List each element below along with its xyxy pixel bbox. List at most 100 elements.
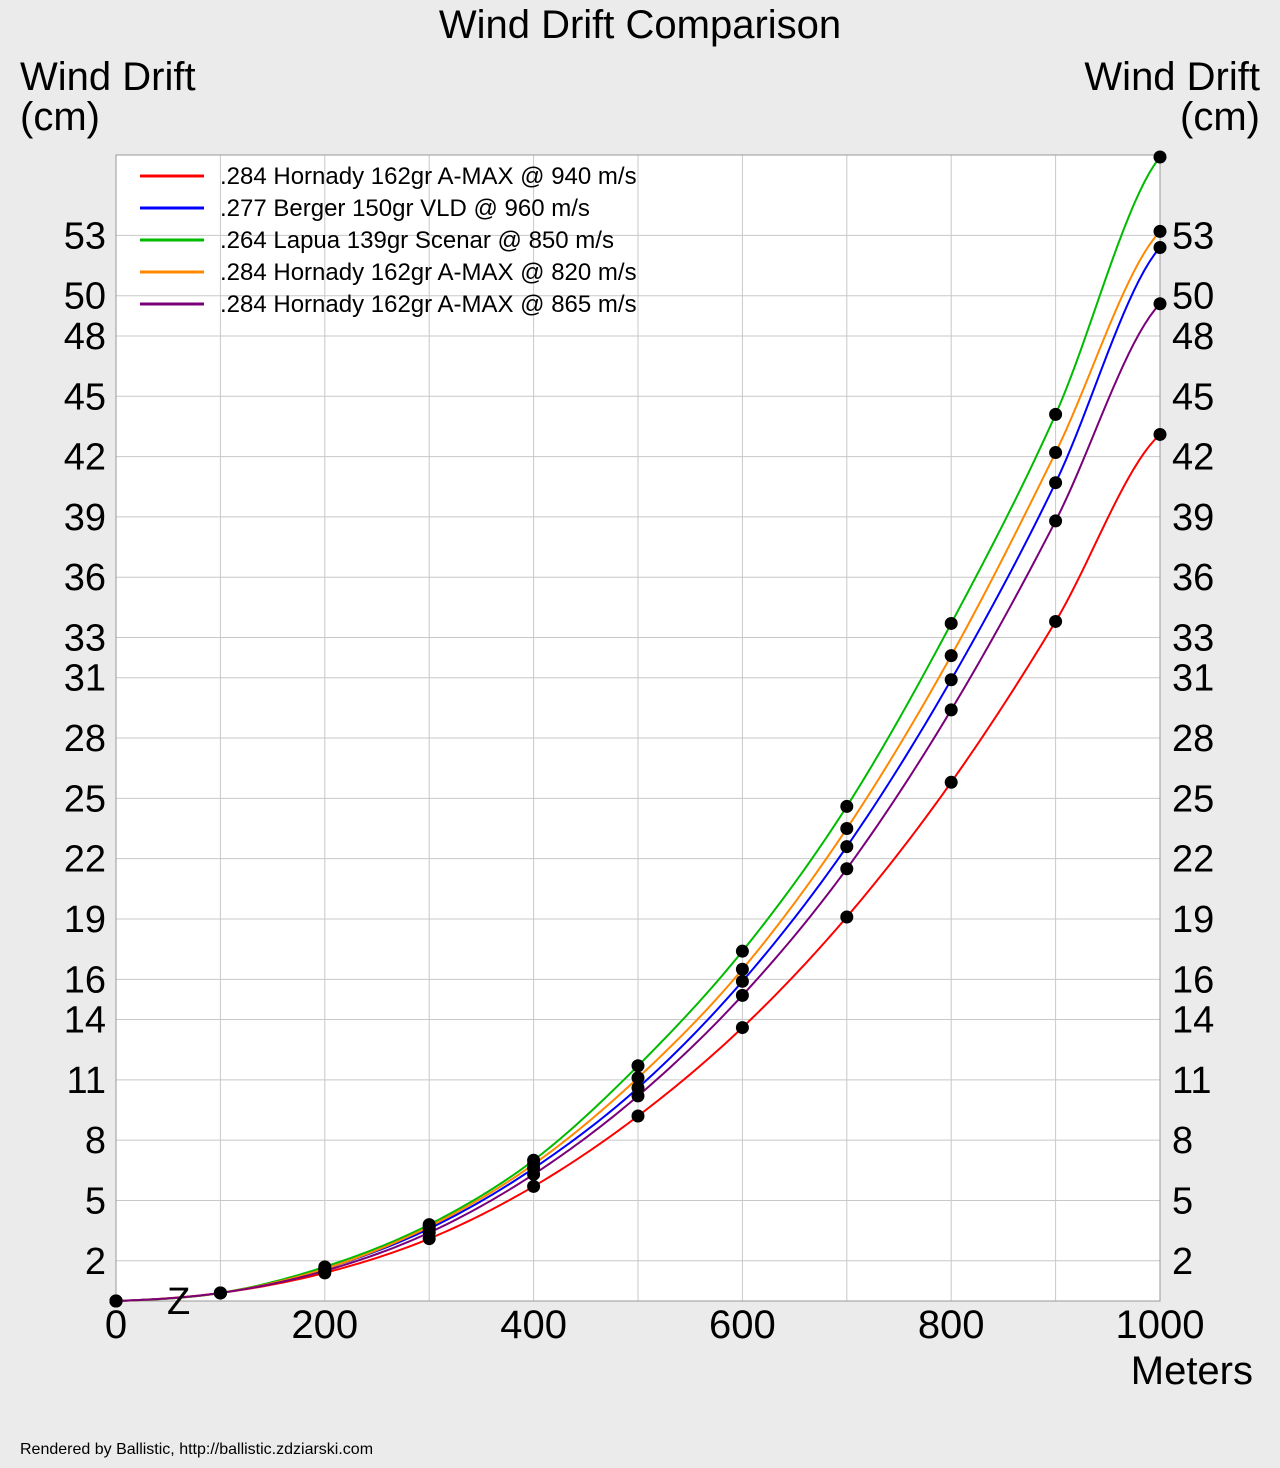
data-point xyxy=(213,1286,227,1300)
y-tick-label-left: 42 xyxy=(64,437,106,479)
chart-title: Wind Drift Comparison xyxy=(439,3,841,47)
footer-credit: Rendered by Ballistic, http://ballistic.… xyxy=(20,1441,373,1458)
y-tick-label-left: 53 xyxy=(64,215,106,257)
data-point xyxy=(735,974,749,988)
y-tick-label-right: 14 xyxy=(1172,1000,1214,1042)
y-tick-label-right: 5 xyxy=(1172,1180,1193,1222)
y-tick-label-left: 31 xyxy=(64,658,106,700)
y-tick-label-right: 42 xyxy=(1172,437,1214,479)
data-point xyxy=(735,962,749,976)
data-point xyxy=(109,1294,123,1308)
y-tick-label-right: 22 xyxy=(1172,839,1214,881)
data-point xyxy=(631,1109,645,1123)
y-tick-label-right: 33 xyxy=(1172,618,1214,660)
z-marker-label: Z xyxy=(167,1281,190,1323)
data-point xyxy=(944,616,958,630)
data-point xyxy=(840,799,854,813)
y-tick-label-left: 33 xyxy=(64,618,106,660)
data-point xyxy=(318,1264,332,1278)
data-point xyxy=(1049,446,1063,460)
grid xyxy=(116,155,1160,1301)
data-point xyxy=(944,775,958,789)
x-tick-label: 200 xyxy=(291,1303,358,1347)
y-tick-label-left: 8 xyxy=(85,1120,106,1162)
data-point xyxy=(1153,427,1167,441)
y-tick-label-right: 53 xyxy=(1172,215,1214,257)
data-point xyxy=(944,649,958,663)
x-tick-label: 600 xyxy=(709,1303,776,1347)
data-point xyxy=(944,703,958,717)
y-tick-label-left: 39 xyxy=(64,497,106,539)
data-point xyxy=(1049,614,1063,628)
data-point xyxy=(527,1167,541,1181)
y-axis-title-left-line2: (cm) xyxy=(20,95,100,139)
data-point xyxy=(840,840,854,854)
data-point xyxy=(735,1021,749,1035)
y-tick-label-left: 5 xyxy=(85,1180,106,1222)
x-tick-label: 400 xyxy=(500,1303,567,1347)
y-tick-label-left: 25 xyxy=(64,778,106,820)
legend-label: .277 Berger 150gr VLD @ 960 m/s xyxy=(220,195,590,222)
data-point xyxy=(1153,224,1167,238)
y-tick-label-right: 25 xyxy=(1172,778,1214,820)
y-tick-label-left: 36 xyxy=(64,557,106,599)
data-point xyxy=(840,862,854,876)
y-tick-label-right: 48 xyxy=(1172,316,1214,358)
x-tick-label: 0 xyxy=(105,1303,127,1347)
legend: .284 Hornady 162gr A-MAX @ 940 m/s .277 B… xyxy=(140,163,637,318)
y-tick-label-right: 8 xyxy=(1172,1120,1193,1162)
y-axis-title-left-line1: Wind Drift xyxy=(20,55,196,99)
data-point xyxy=(1153,240,1167,254)
data-point xyxy=(735,944,749,958)
y-tick-label-left: 22 xyxy=(64,839,106,881)
legend-label: .284 Hornady 162gr A-MAX @ 865 m/s xyxy=(220,291,637,318)
y-tick-label-left: 14 xyxy=(64,1000,106,1042)
y-tick-label-right: 28 xyxy=(1172,718,1214,760)
y-tick-label-right: 11 xyxy=(1172,1060,1211,1102)
legend-label: .284 Hornady 162gr A-MAX @ 940 m/s xyxy=(220,163,637,190)
y-tick-label-left: 45 xyxy=(64,376,106,418)
data-point xyxy=(631,1089,645,1103)
y-tick-label-right: 36 xyxy=(1172,557,1214,599)
data-point xyxy=(944,673,958,687)
plot-border xyxy=(115,154,1161,1302)
data-point xyxy=(840,822,854,836)
y-tick-label-left: 16 xyxy=(64,959,106,1001)
data-point xyxy=(1153,150,1167,164)
y-tick-label-right: 39 xyxy=(1172,497,1214,539)
legend-label: .284 Hornady 162gr A-MAX @ 820 m/s xyxy=(220,259,637,286)
data-point xyxy=(1049,407,1063,421)
data-point xyxy=(631,1071,645,1085)
data-point xyxy=(1153,297,1167,311)
series-points xyxy=(109,150,1167,1308)
y-tick-label-right: 16 xyxy=(1172,959,1214,1001)
data-point xyxy=(527,1157,541,1171)
y-tick-label-right: 19 xyxy=(1172,899,1214,941)
y-tick-label-left: 48 xyxy=(64,316,106,358)
x-tick-label: 1000 xyxy=(1116,1303,1205,1347)
data-point xyxy=(735,988,749,1002)
y-tick-label-left: 11 xyxy=(67,1060,106,1102)
x-ticks: 0 200 400 600 800 1000 xyxy=(105,1303,1205,1347)
y-axis-title-right-line1: Wind Drift xyxy=(1084,55,1260,99)
legend-label: .264 Lapua 139gr Scenar @ 850 m/s xyxy=(220,227,614,254)
y-tick-label-right: 50 xyxy=(1172,276,1214,318)
x-axis-title: Meters xyxy=(1131,1349,1253,1393)
x-tick-label: 800 xyxy=(918,1303,985,1347)
data-point xyxy=(527,1179,541,1193)
data-point xyxy=(1049,514,1063,528)
data-point xyxy=(840,910,854,924)
y-tick-label-left: 2 xyxy=(85,1241,106,1283)
data-point xyxy=(422,1226,436,1240)
data-point xyxy=(1049,476,1063,490)
y-axis-title-right-line2: (cm) xyxy=(1180,95,1260,139)
y-tick-label-right: 31 xyxy=(1172,658,1214,700)
data-point xyxy=(631,1059,645,1073)
y-tick-label-right: 2 xyxy=(1172,1241,1193,1283)
y-tick-label-right: 45 xyxy=(1172,376,1214,418)
y-tick-label-left: 19 xyxy=(64,899,106,941)
y-tick-label-left: 28 xyxy=(64,718,106,760)
